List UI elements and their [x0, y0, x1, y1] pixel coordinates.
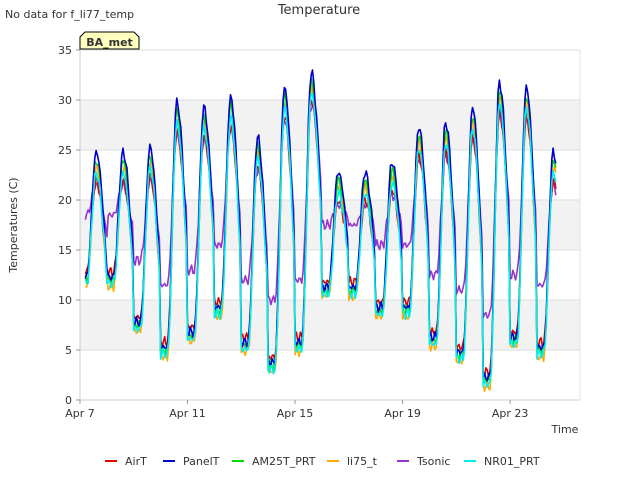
legend-label: NR01_PRT: [484, 455, 540, 468]
series-lines: [84, 69, 557, 393]
tick-labels: 0 5 10 15 20 25 30 35 Apr 7 Apr 11 Apr 15 Apr 19 Apr…: [58, 44, 528, 420]
x-tick-label: Apr 15: [277, 407, 314, 420]
legend-item-tsonic: Tsonic: [397, 455, 450, 468]
badge-label: BA_met: [86, 36, 133, 49]
series-line-nr01-prt: [84, 92, 557, 388]
x-tick-label: Apr 11: [169, 407, 206, 420]
y-tick-label: 5: [65, 344, 72, 357]
legend-label: AM25T_PRT: [252, 455, 316, 468]
legend-label: AirT: [125, 455, 147, 468]
legend-label: Tsonic: [416, 455, 450, 468]
legend-item-airt: AirT: [105, 455, 147, 468]
y-tick-label: 30: [58, 94, 72, 107]
x-tick-label: Apr 19: [384, 407, 421, 420]
x-tick-label: Apr 7: [65, 407, 95, 420]
legend-item-am25t-prt: AM25T_PRT: [232, 455, 316, 468]
x-axis-label: Time: [551, 423, 579, 436]
legend-label: li75_t: [347, 455, 378, 468]
legend-item-panelt: PanelT: [163, 455, 220, 468]
y-tick-label: 15: [58, 244, 72, 257]
y-axis-label: Temperatures (C): [7, 177, 20, 273]
y-tick-label: 20: [58, 194, 72, 207]
legend-item-nr01-prt: NR01_PRT: [464, 455, 540, 468]
y-tick-label: 10: [58, 294, 72, 307]
y-tick-label: 25: [58, 144, 72, 157]
legend-item-li75-t: li75_t: [327, 455, 378, 468]
axes: [79, 50, 581, 401]
no-data-note: No data for f_li77_temp: [5, 8, 134, 21]
y-tick-label: 35: [58, 44, 72, 57]
band-0: [80, 300, 580, 350]
ba-met-badge: BA_met: [79, 31, 140, 50]
x-tick-label: Apr 23: [492, 407, 529, 420]
y-tick-label: 0: [65, 394, 72, 407]
legend: AirT PanelT AM25T_PRT li75_t Tsonic NR01_PRT: [105, 455, 540, 468]
chart-title: Temperature: [277, 3, 360, 18]
legend-label: PanelT: [183, 455, 220, 468]
